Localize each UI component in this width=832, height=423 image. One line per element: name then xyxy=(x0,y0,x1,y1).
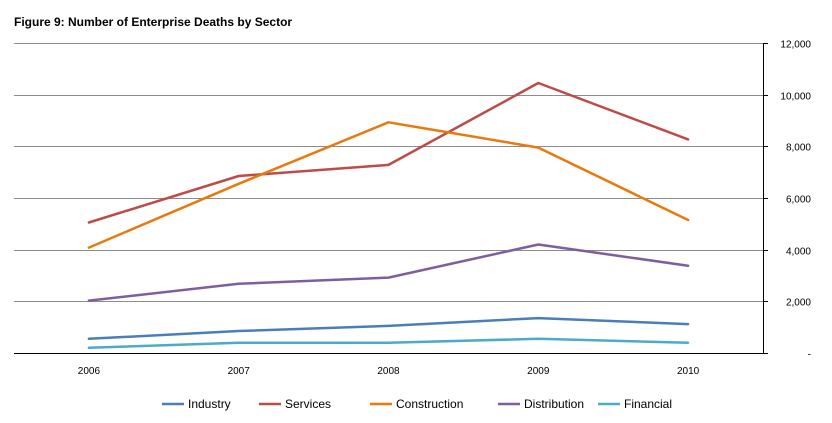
series-line-distribution xyxy=(87,243,690,302)
y-tick-label: - xyxy=(808,350,811,361)
x-tick-label: 2006 xyxy=(78,366,101,377)
series-line-services xyxy=(87,81,690,224)
x-tick-label: 2010 xyxy=(677,366,700,377)
y-tick-label: 4,000 xyxy=(786,247,811,258)
y-tick-label: 2,000 xyxy=(786,298,811,309)
legend-label: Industry xyxy=(188,397,231,411)
legend: Industry Services Construction Distribution… xyxy=(162,397,672,411)
y-tick-label: 12,000 xyxy=(780,40,811,51)
y-tick-label: 10,000 xyxy=(780,92,811,103)
series-line-industry xyxy=(87,316,690,341)
axes xyxy=(14,43,768,354)
y-tick-label: 8,000 xyxy=(786,143,811,154)
x-tick-label: 2008 xyxy=(377,366,400,377)
y-tick-label: 6,000 xyxy=(786,195,811,206)
legend-label: Construction xyxy=(396,397,463,411)
legend-label: Financial xyxy=(624,397,672,411)
series-line-financial xyxy=(87,337,690,350)
x-tick-label: 2007 xyxy=(228,366,251,377)
series-line-construction xyxy=(87,121,690,249)
legend-label: Services xyxy=(285,397,331,411)
y-tick-labels: - 2,000 4,000 6,000 8,000 10,000 12,000 xyxy=(780,40,811,361)
series-lines xyxy=(87,81,690,350)
x-tick-label: 2009 xyxy=(527,366,550,377)
chart-title: Figure 9: Number of Enterprise Deaths by… xyxy=(14,15,293,29)
gridlines xyxy=(14,43,763,302)
legend-label: Distribution xyxy=(524,397,584,411)
x-tick-labels: 2006 2007 2008 2009 2010 xyxy=(78,366,700,377)
